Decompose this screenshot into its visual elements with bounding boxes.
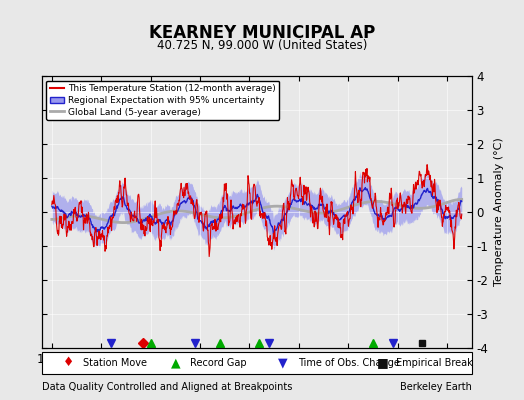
Text: Station Move: Station Move [83, 358, 147, 368]
Text: Record Gap: Record Gap [190, 358, 247, 368]
Text: Empirical Break: Empirical Break [396, 358, 473, 368]
Y-axis label: Temperature Anomaly (°C): Temperature Anomaly (°C) [494, 138, 504, 286]
Text: 40.725 N, 99.000 W (United States): 40.725 N, 99.000 W (United States) [157, 39, 367, 52]
Text: Time of Obs. Change: Time of Obs. Change [298, 358, 399, 368]
Text: ▼: ▼ [278, 356, 288, 370]
Text: Data Quality Controlled and Aligned at Breakpoints: Data Quality Controlled and Aligned at B… [42, 382, 292, 392]
Legend: This Temperature Station (12-month average), Regional Expectation with 95% uncer: This Temperature Station (12-month avera… [47, 80, 279, 120]
Text: KEARNEY MUNICIPAL AP: KEARNEY MUNICIPAL AP [149, 24, 375, 42]
Text: ♦: ♦ [63, 356, 74, 370]
FancyBboxPatch shape [42, 352, 472, 374]
Text: ▲: ▲ [171, 356, 180, 370]
Text: ■: ■ [377, 356, 389, 370]
Text: Berkeley Earth: Berkeley Earth [400, 382, 472, 392]
